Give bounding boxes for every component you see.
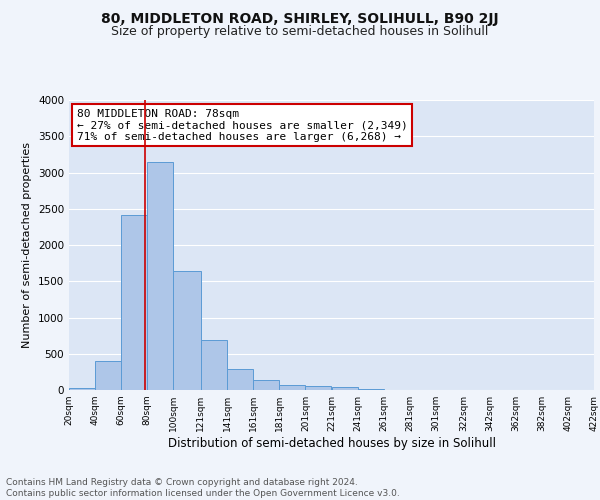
Bar	[121, 214, 148, 390]
Text: Contains HM Land Registry data © Crown copyright and database right 2024.
Contai: Contains HM Land Registry data © Crown c…	[6, 478, 400, 498]
Bar	[173, 271, 201, 390]
Text: Size of property relative to semi-detached houses in Solihull: Size of property relative to semi-detach…	[112, 25, 488, 38]
Y-axis label: Number of semi-detached properties: Number of semi-detached properties	[22, 142, 32, 348]
Bar	[331, 388, 358, 390]
Bar	[69, 388, 95, 390]
Bar	[95, 361, 121, 390]
Bar	[201, 340, 227, 390]
Bar	[227, 368, 253, 390]
Bar	[148, 162, 173, 390]
Text: 80, MIDDLETON ROAD, SHIRLEY, SOLIHULL, B90 2JJ: 80, MIDDLETON ROAD, SHIRLEY, SOLIHULL, B…	[101, 12, 499, 26]
Bar	[253, 380, 279, 390]
X-axis label: Distribution of semi-detached houses by size in Solihull: Distribution of semi-detached houses by …	[167, 437, 496, 450]
Bar	[279, 384, 305, 390]
Text: 80 MIDDLETON ROAD: 78sqm
← 27% of semi-detached houses are smaller (2,349)
71% o: 80 MIDDLETON ROAD: 78sqm ← 27% of semi-d…	[77, 108, 407, 142]
Bar	[305, 386, 331, 390]
